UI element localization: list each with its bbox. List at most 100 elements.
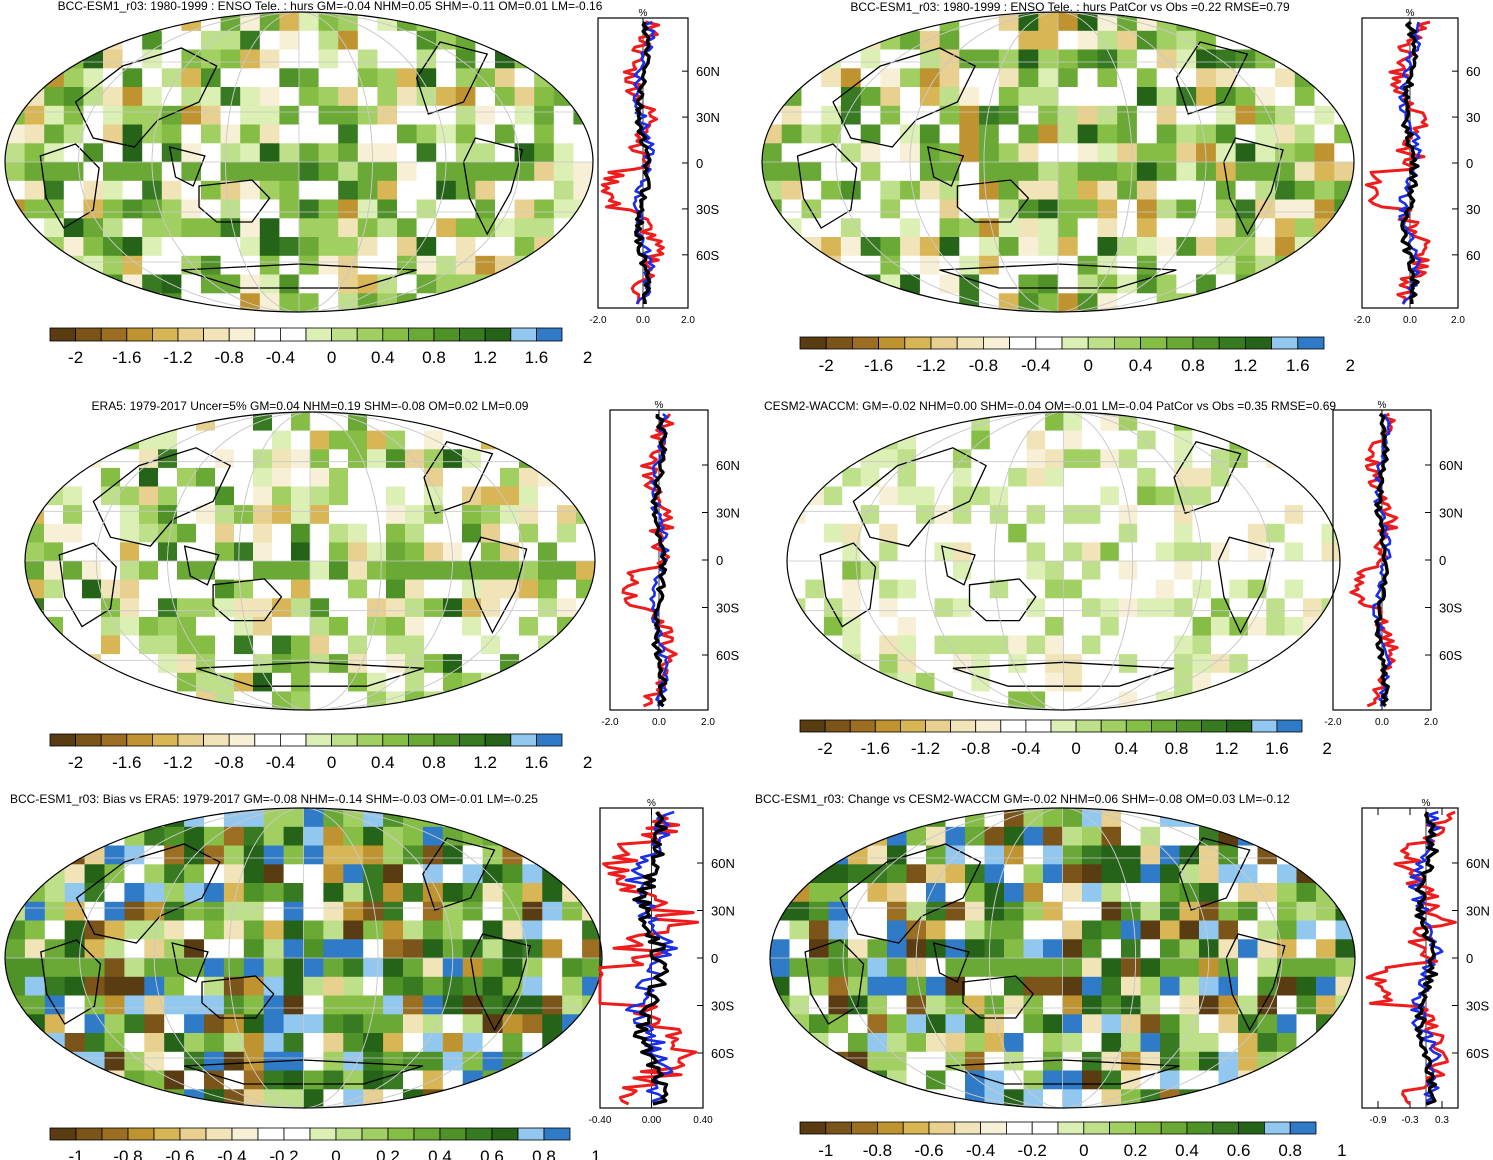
map-outline: [769, 807, 1356, 1109]
colorbar-swatch: [413, 1127, 441, 1141]
colorbar-label: 0.6: [480, 1147, 504, 1160]
colorbar-swatch: [975, 719, 1002, 733]
colorbar-label: 2: [1345, 356, 1354, 375]
colorbar-swatch: [101, 1127, 129, 1141]
zonal-lat-label: 30N: [696, 110, 720, 125]
colorbar-label: -0.2: [1018, 1141, 1047, 1160]
colorbar-swatch: [1245, 336, 1273, 350]
zonal-xtick-label: 2.0: [681, 315, 695, 326]
colorbar-swatch: [49, 733, 77, 747]
colorbar-label: -0.2: [269, 1147, 298, 1160]
colorbar-swatch: [126, 327, 153, 342]
zonal-mean-panel-2: -2.0 0.0 2.0% 60 30 0 30 60: [1353, 8, 1480, 326]
colorbar-label: 2: [583, 348, 592, 367]
colorbar-label: -0.4: [966, 1141, 995, 1160]
zonal-lat-label: 60N: [1439, 458, 1463, 473]
colorbar-swatch: [1186, 1121, 1214, 1135]
colorbar-swatch: [851, 1121, 878, 1135]
colorbar-swatch: [177, 733, 205, 747]
zonal-line-black: [650, 413, 668, 708]
colorbar-label: 0.2: [376, 1147, 400, 1160]
zonal-xtick-label: -2.0: [1353, 315, 1371, 326]
colorbar-label: -0.8: [863, 1141, 892, 1160]
colorbar-label: 0.8: [1181, 356, 1205, 375]
colorbar-label: 0: [331, 1147, 340, 1160]
colorbar-swatch: [1212, 1121, 1240, 1135]
zonal-unit-label: %: [647, 798, 656, 809]
colorbar-swatch: [536, 327, 563, 342]
colorbar-swatch: [331, 733, 358, 747]
colorbar-swatch: [950, 719, 977, 733]
colorbar-label: 2: [583, 753, 592, 772]
colorbar-label: -0.4: [1021, 356, 1050, 375]
colorbar-swatch: [309, 1127, 337, 1141]
colorbar-label: -0.4: [266, 348, 295, 367]
colorbar-swatch: [335, 1127, 363, 1141]
zonal-lat-label: 60S: [1439, 648, 1462, 663]
colorbar-swatch: [1264, 1121, 1291, 1135]
colorbar-swatch: [331, 327, 358, 342]
colorbar-label: -2: [68, 753, 83, 772]
colorbar-swatch: [203, 733, 230, 747]
colorbar-swatch: [231, 1127, 259, 1141]
colorbar-label: 0.2: [1124, 1141, 1148, 1160]
colorbar-swatch: [1176, 719, 1203, 733]
colorbar-4: -2 -1.6 -1.2 -0.8 -0.4 0 0.4 0.8 1.2 1.6 2: [799, 719, 1332, 758]
colorbar-label: 0.4: [1114, 739, 1138, 758]
map-panel-6: BCC-ESM1_r03: Change vs CESM2-WACCM GM=-…: [755, 792, 1356, 1109]
colorbar-swatch: [825, 336, 853, 350]
colorbar-label: 0.8: [1278, 1141, 1302, 1160]
zonal-line-red: [1364, 20, 1431, 305]
colorbar-label: -1.6: [112, 753, 141, 772]
colorbar-label: -0.8: [215, 348, 244, 367]
map-panel-4: CESM2-WACCM: GM=-0.02 NHM=0.00 SHM=-0.04…: [764, 399, 1341, 711]
zonal-xtick-label: -0.3: [1401, 1115, 1419, 1126]
colorbar-swatch: [1251, 719, 1278, 733]
zonal-lat-label: 0: [1466, 951, 1473, 966]
zonal-mean-panel-3: -2.0 0.0 2.0% 60N 30N 0 30S 60S: [601, 400, 739, 728]
zonal-lat-label: 30S: [711, 999, 734, 1014]
colorbar-label: 0: [1071, 739, 1080, 758]
colorbar-swatch: [1151, 719, 1177, 733]
colorbar-swatch: [49, 327, 77, 342]
zonal-xtick-label: -2.0: [601, 717, 619, 728]
colorbar-swatch: [852, 336, 880, 350]
colorbar-swatch: [75, 1127, 103, 1141]
colorbar-label: 1: [591, 1147, 600, 1160]
colorbar-label: 0: [1079, 1141, 1088, 1160]
colorbar-2: -2 -1.6 -1.2 -0.8 -0.4 0 0.4 0.8 1.2 1.6 2: [799, 336, 1355, 375]
zonal-unit-label: %: [1406, 8, 1415, 19]
colorbar-label: 1.6: [525, 348, 549, 367]
colorbar-label: 1.6: [1286, 356, 1310, 375]
colorbar-3: -2 -1.6 -1.2 -0.8 -0.4 0 0.4 0.8 1.2 1.6 2: [49, 733, 592, 772]
colorbar-swatch: [1006, 1121, 1033, 1135]
colorbar-swatch: [874, 719, 901, 733]
map-panel-5: BCC-ESM1_r03: Bias vs ERA5: 1979-2017 GM…: [4, 792, 603, 1109]
zonal-line-red: [621, 413, 678, 708]
panel-title: BCC-ESM1_r03: Change vs CESM2-WACCM GM=-…: [755, 792, 1290, 806]
colorbar-swatch: [1140, 336, 1168, 350]
colorbar-swatch: [1276, 719, 1303, 733]
zonal-lat-label: 30S: [716, 601, 739, 616]
colorbar-label: 0: [1083, 356, 1092, 375]
colorbar-swatch: [279, 733, 307, 747]
colorbar-label: 0.8: [422, 348, 446, 367]
colorbar-label: -1.2: [911, 739, 940, 758]
zonal-lat-label: 60S: [1466, 1046, 1489, 1061]
colorbar-swatch: [356, 733, 384, 747]
colorbar-swatch: [825, 1121, 852, 1135]
zonal-xtick-label: 0.0: [1403, 315, 1417, 326]
colorbar-label: 1.6: [525, 753, 549, 772]
colorbar-swatch: [49, 1127, 77, 1141]
colorbar-label: 0: [327, 348, 336, 367]
colorbar-swatch: [1166, 336, 1194, 350]
colorbar-label: -0.6: [165, 1147, 194, 1160]
zonal-xtick-label: 0.3: [1435, 1115, 1449, 1126]
zonal-lat-label: 30S: [1466, 999, 1489, 1014]
colorbar-swatch: [799, 336, 827, 350]
colorbar-label: -2: [68, 348, 83, 367]
colorbar-swatch: [465, 1127, 493, 1141]
colorbar-swatch: [1192, 336, 1220, 350]
colorbar-label: 1.2: [1234, 356, 1258, 375]
